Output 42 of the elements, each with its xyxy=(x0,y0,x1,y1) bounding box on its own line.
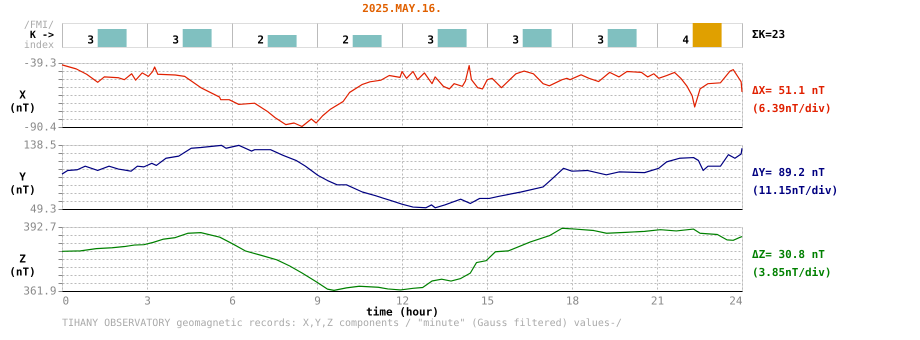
x-tick-label: 18 xyxy=(566,294,580,308)
y-tick-label: 138.5 xyxy=(23,138,56,152)
x-tick-label: 9 xyxy=(314,294,321,308)
y-tick-label: 361.9 xyxy=(23,284,56,298)
text: ΣK=23 xyxy=(752,28,786,41)
y-axis-title: Y (nT) xyxy=(9,170,36,196)
y-tick-label: -39.3 xyxy=(23,56,56,70)
x-tick-label: 15 xyxy=(480,294,494,308)
text: /FMI/ xyxy=(24,20,54,31)
text: (6.39nT/div) xyxy=(752,102,832,115)
data-label: 3 xyxy=(172,33,179,46)
data-label: 4 xyxy=(682,33,690,46)
data-label: 3 xyxy=(87,33,94,46)
x-tick-label: 12 xyxy=(396,294,410,308)
line-series xyxy=(61,64,743,128)
y-tick-label: 49.3 xyxy=(30,202,56,216)
data-label: 3 xyxy=(427,33,434,46)
chart-title: 2025.MAY.16. xyxy=(362,2,442,15)
x-tick-label: 3 xyxy=(144,294,151,308)
y-tick-label: 392.7 xyxy=(23,220,56,234)
text: TIHANY OBSERVATORY geomagnetic records: X,Y,Z components / "minute" (Gauss filtered) values-/ xyxy=(62,318,622,329)
x-tick-label: 21 xyxy=(650,294,664,308)
y-axis-title: Z (nT) xyxy=(9,252,36,278)
text: ΔY= 89.2 nT xyxy=(752,166,826,179)
data-label: 3 xyxy=(597,33,604,46)
x-tick-label: 24 xyxy=(729,294,743,308)
text: (11.15nT/div) xyxy=(752,184,838,197)
x-tick-label: 0 xyxy=(62,294,70,308)
y-axis-title: X (nT) xyxy=(9,88,36,114)
data-label: 2 xyxy=(342,33,349,46)
line-series xyxy=(61,228,743,291)
y-tick-label: -90.4 xyxy=(23,120,57,134)
text: K -> xyxy=(30,30,54,41)
text: (3.85nT/div) xyxy=(752,266,832,279)
x-tick-label: 6 xyxy=(229,294,236,308)
text: index xyxy=(24,40,54,51)
data-label: 2 xyxy=(257,33,264,46)
text: ΔX= 51.1 nT xyxy=(752,84,826,97)
line-series xyxy=(61,144,743,208)
x-axis-title: time (hour) xyxy=(366,306,439,318)
text: ΔZ= 30.8 nT xyxy=(752,248,826,261)
data-label: 3 xyxy=(512,33,519,46)
